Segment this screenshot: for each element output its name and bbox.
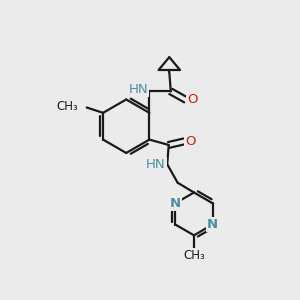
Text: CH₃: CH₃ [57, 100, 78, 112]
Text: N: N [170, 197, 181, 210]
Text: O: O [185, 135, 196, 148]
Text: CH₃: CH₃ [183, 249, 205, 262]
Text: O: O [187, 93, 197, 106]
Text: HN: HN [128, 82, 148, 96]
Text: HN: HN [146, 158, 166, 171]
Text: N: N [207, 218, 218, 231]
